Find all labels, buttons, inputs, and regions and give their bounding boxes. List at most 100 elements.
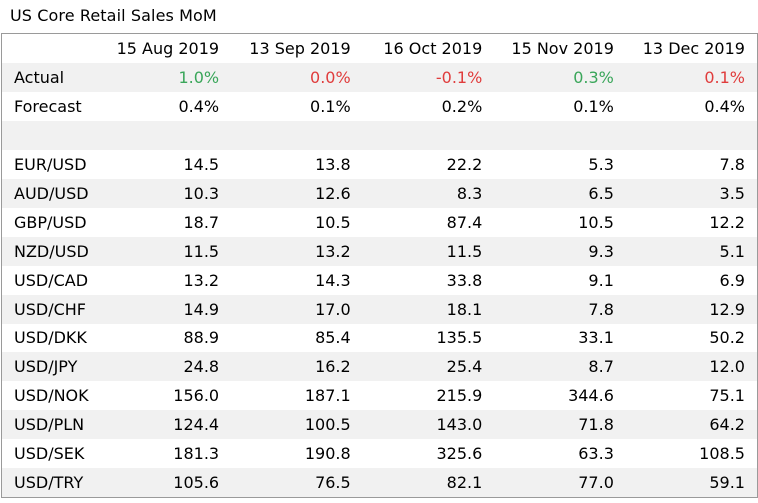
value-cell: 12.0 [625, 352, 758, 382]
header-date: 15 Nov 2019 [511, 38, 614, 58]
value-cell: 10.3 [99, 179, 232, 208]
spacer-cell [494, 120, 626, 151]
value-cell: 215.9 [436, 386, 483, 406]
value-cell: 10.5 [578, 212, 614, 232]
value-cell: 11.5 [99, 236, 232, 266]
row-label: USD/DKK [14, 328, 87, 348]
value-cell: 13.2 [183, 270, 220, 290]
value-cell: 6.9 [719, 270, 745, 290]
value-cell: 17.0 [231, 294, 363, 324]
value-cell: 190.8 [304, 444, 351, 464]
value-cell: 143.0 [362, 410, 495, 440]
row-label: Forecast [14, 96, 82, 116]
header-date: 15 Aug 2019 [116, 38, 220, 58]
value-cell: 100.5 [231, 410, 363, 440]
value-cell: 71.8 [494, 410, 626, 440]
table-row: USD/JPY 24.8 16.2 25.4 8.7 12.0 [1, 352, 758, 382]
value-cell: 5.3 [588, 155, 614, 175]
value-cell: 12.6 [231, 179, 363, 208]
header-date: 13 Sep 2019 [249, 38, 351, 58]
value-cell: 181.3 [173, 444, 220, 464]
value-cell: 25.4 [362, 352, 495, 382]
table-row: USD/DKK 88.9 85.4 135.5 33.1 50.2 [2, 324, 758, 353]
value-cell: 7.8 [494, 294, 626, 324]
value-cell: 5.1 [625, 236, 758, 266]
value-cell: 9.3 [494, 236, 626, 266]
forecast-row: Forecast 0.4% 0.1% 0.2% 0.1% 0.4% [2, 92, 758, 121]
row-label: EUR/USD [14, 155, 87, 175]
table-row: USD/SEK 181.3 190.8 325.6 63.3 108.5 [2, 439, 758, 468]
value-cell: 6.5 [494, 179, 626, 208]
value-cell: 156.0 [173, 386, 220, 406]
actual-cell: 0.0% [231, 62, 363, 92]
row-label: Actual [1, 62, 100, 92]
value-cell: 85.4 [315, 328, 351, 348]
value-cell: 33.1 [578, 328, 614, 348]
value-cell: 63.3 [578, 444, 614, 464]
chart-title: US Core Retail Sales MoM [10, 6, 217, 25]
value-cell: 18.7 [183, 212, 220, 232]
spacer-cell [99, 120, 232, 151]
value-cell: 77.0 [494, 467, 626, 498]
value-cell: 9.1 [588, 270, 614, 290]
table-row: GBP/USD 18.7 10.5 87.4 10.5 12.2 [2, 208, 758, 237]
table-row: USD/PLN 124.4 100.5 143.0 71.8 64.2 [1, 410, 758, 440]
value-cell: 76.5 [231, 467, 363, 498]
table-row: AUD/USD 10.3 12.6 8.3 6.5 3.5 [1, 179, 758, 208]
value-cell: 24.8 [99, 352, 232, 382]
value-cell: 22.2 [446, 155, 483, 175]
actual-cell: 1.0% [99, 62, 232, 92]
value-cell: 75.1 [709, 386, 745, 406]
value-cell: 3.5 [625, 179, 758, 208]
value-cell: 64.2 [625, 410, 758, 440]
forecast-cell: 0.1% [573, 96, 614, 116]
table-row: USD/NOK 156.0 187.1 215.9 344.6 75.1 [2, 381, 758, 410]
table-row: NZD/USD 11.5 13.2 11.5 9.3 5.1 [1, 236, 758, 266]
value-cell: 14.3 [315, 270, 351, 290]
header-row: 15 Aug 2019 13 Sep 2019 16 Oct 2019 15 N… [2, 34, 758, 63]
row-label: USD/PLN [1, 410, 100, 440]
value-cell: 135.5 [436, 328, 483, 348]
value-cell: 88.9 [183, 328, 220, 348]
header-corner [2, 34, 100, 63]
value-cell: 12.2 [709, 212, 745, 232]
value-cell: 14.9 [99, 294, 232, 324]
value-cell: 8.7 [494, 352, 626, 382]
row-label: AUD/USD [1, 179, 100, 208]
value-cell: 325.6 [436, 444, 483, 464]
value-cell: 50.2 [709, 328, 745, 348]
row-label: GBP/USD [14, 212, 87, 232]
value-cell: 124.4 [99, 410, 232, 440]
spacer-cell [231, 120, 363, 151]
row-label: USD/SEK [14, 444, 85, 464]
table-row: EUR/USD 14.5 13.8 22.2 5.3 7.8 [2, 150, 758, 179]
value-cell: 12.9 [625, 294, 758, 324]
value-cell: 18.1 [362, 294, 495, 324]
value-cell: 59.1 [625, 467, 758, 498]
value-cell: 105.6 [99, 467, 232, 498]
value-cell: 82.1 [362, 467, 495, 498]
actual-cell: -0.1% [362, 62, 495, 92]
spacer-cell [362, 120, 495, 151]
spacer-row [1, 120, 758, 151]
forecast-cell: 0.1% [310, 96, 351, 116]
value-cell: 13.8 [315, 155, 351, 175]
value-cell: 108.5 [699, 444, 745, 464]
value-cell: 16.2 [231, 352, 363, 382]
row-label: USD/JPY [1, 352, 100, 382]
value-cell: 87.4 [446, 212, 483, 232]
row-label: USD/CAD [14, 270, 89, 290]
actual-row: Actual 1.0% 0.0% -0.1% 0.3% 0.1% [1, 62, 758, 92]
row-label: NZD/USD [1, 236, 100, 266]
value-cell: 10.5 [315, 212, 351, 232]
value-cell: 7.8 [719, 155, 745, 175]
row-label: USD/CHF [1, 294, 100, 324]
value-cell: 14.5 [183, 155, 220, 175]
value-cell: 187.1 [304, 386, 351, 406]
table-row: USD/TRY 105.6 76.5 82.1 77.0 59.1 [1, 467, 758, 498]
data-table: 15 Aug 2019 13 Sep 2019 16 Oct 2019 15 N… [1, 33, 758, 498]
row-label: USD/NOK [14, 386, 89, 406]
spacer-cell [1, 120, 100, 151]
actual-cell: 0.3% [494, 62, 626, 92]
